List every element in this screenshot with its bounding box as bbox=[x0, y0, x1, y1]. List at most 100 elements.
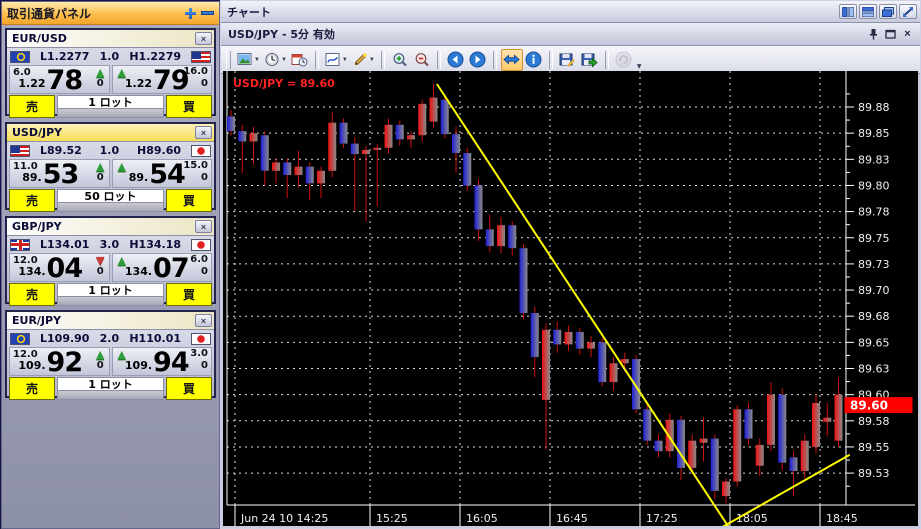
pair-tile-header[interactable]: GBP/JPY × bbox=[7, 218, 214, 236]
ask-prefix: 134. bbox=[124, 265, 153, 278]
svg-text:USD/JPY = 89.60: USD/JPY = 89.60 bbox=[233, 77, 335, 90]
sell-button[interactable]: 売 bbox=[9, 189, 55, 212]
lot-size-control[interactable]: 50 ロット bbox=[57, 189, 164, 212]
minimize-button[interactable] bbox=[201, 7, 214, 20]
svg-text:89.73: 89.73 bbox=[858, 258, 890, 271]
candlestick-chart-canvas[interactable]: 89.88 89.85 89.83 89.80 89.78 89.75 89.73 89.70… bbox=[223, 71, 918, 526]
close-tile-button[interactable]: × bbox=[195, 32, 212, 45]
close-tile-button[interactable]: × bbox=[195, 126, 212, 139]
svg-text:18:05: 18:05 bbox=[736, 512, 768, 525]
trade-panel-titlebar[interactable]: 取引通貨パネル bbox=[2, 2, 219, 25]
toolbar-grip[interactable] bbox=[226, 50, 231, 69]
sell-button[interactable]: 売 bbox=[9, 377, 55, 400]
price-chart[interactable]: 89.88 89.85 89.83 89.80 89.78 89.75 89.73 89.70… bbox=[223, 71, 918, 526]
load-chart-button[interactable] bbox=[579, 49, 601, 71]
buy-button[interactable]: 買 bbox=[166, 95, 212, 118]
chart-image-button[interactable]: ▼ bbox=[235, 49, 262, 71]
save-chart-button[interactable] bbox=[557, 49, 579, 71]
order-row: 売 1 ロット 買 bbox=[7, 94, 214, 120]
right-flag-icon bbox=[191, 332, 211, 345]
close-icon[interactable]: × bbox=[899, 27, 916, 42]
bid-change: 12.0 bbox=[13, 349, 38, 360]
bid-direction-arrow-icon: ▲ bbox=[96, 160, 105, 173]
ask-price-cell[interactable]: ▲ 109. 94 3.0 0 bbox=[111, 347, 212, 376]
info-button[interactable] bbox=[523, 49, 545, 71]
toolbar-overflow-button[interactable]: ▼ bbox=[636, 63, 642, 70]
close-tile-button[interactable]: × bbox=[195, 314, 212, 327]
ask-price-cell[interactable]: ▲ 1.22 79 16.0 0 bbox=[111, 65, 212, 96]
trade-panel-window: 取引通貨パネル EUR/USD × L1.2277 1.0 H1.2279 bbox=[1, 1, 220, 529]
pair-tile-header[interactable]: EUR/USD × bbox=[7, 30, 214, 48]
back-button[interactable] bbox=[445, 49, 467, 71]
order-row: 売 50 ロット 買 bbox=[7, 188, 214, 214]
timeframe-clock-button[interactable]: ▼ bbox=[262, 49, 289, 71]
svg-text:18:45: 18:45 bbox=[826, 512, 858, 525]
svg-text:89.83: 89.83 bbox=[858, 153, 890, 166]
bid-big-digits: 78 bbox=[46, 65, 84, 96]
chart-doc-titlebar[interactable]: USD/JPY - 5分 有効 × bbox=[221, 23, 920, 46]
ask-prefix: 1.22 bbox=[124, 77, 153, 90]
chart-window-titlebar[interactable]: チャート bbox=[221, 1, 920, 23]
lot-grip bbox=[58, 296, 163, 305]
bid-direction-arrow-icon: ▼ bbox=[96, 254, 105, 267]
ask-sub: 0 bbox=[201, 78, 208, 89]
buy-button[interactable]: 買 bbox=[166, 283, 212, 306]
tile-vertical-icon[interactable] bbox=[859, 4, 877, 19]
lot-size-control[interactable]: 1 ロット bbox=[57, 283, 164, 306]
lot-size-control[interactable]: 1 ロット bbox=[57, 377, 164, 400]
auto-scroll-toggle[interactable] bbox=[500, 48, 523, 71]
bid-price-cell[interactable]: 11.0 89. 53 ▲ 0 bbox=[9, 159, 110, 188]
sell-button[interactable]: 売 bbox=[9, 283, 55, 306]
ask-change: 6.0 bbox=[190, 254, 208, 265]
lot-size-control[interactable]: 1 ロット bbox=[57, 95, 164, 118]
tile-grid-icon[interactable] bbox=[839, 4, 857, 19]
close-icon: × bbox=[200, 127, 207, 138]
session-clock-button[interactable] bbox=[289, 49, 311, 71]
bid-price-cell[interactable]: 12.0 109. 92 ▲ 0 bbox=[9, 347, 110, 376]
chart-type-button[interactable]: ▼ bbox=[323, 49, 350, 71]
draw-tools-button[interactable]: ▼ bbox=[350, 49, 377, 71]
ask-direction-arrow-icon: ▲ bbox=[117, 348, 126, 361]
zoom-in-button[interactable] bbox=[389, 49, 411, 71]
close-tile-button[interactable]: × bbox=[195, 220, 212, 233]
maximize-icon[interactable] bbox=[882, 27, 899, 42]
expand-diagonal-icon[interactable] bbox=[899, 4, 917, 19]
svg-text:89.53: 89.53 bbox=[858, 467, 890, 480]
zoom-out-button[interactable] bbox=[411, 49, 433, 71]
ask-change: 15.0 bbox=[183, 160, 208, 171]
svg-text:89.80: 89.80 bbox=[858, 179, 890, 192]
pair-tile-header[interactable]: EUR/JPY × bbox=[7, 312, 214, 330]
dropdown-arrow-icon: ▼ bbox=[254, 56, 260, 63]
lot-grip bbox=[58, 108, 163, 117]
pair-tile-header[interactable]: USD/JPY × bbox=[7, 124, 214, 142]
ask-price-cell[interactable]: ▲ 89. 54 15.0 0 bbox=[111, 159, 212, 190]
ask-sub: 0 bbox=[201, 360, 208, 371]
dropdown-arrow-icon: ▼ bbox=[341, 56, 348, 63]
svg-text:17:25: 17:25 bbox=[646, 512, 678, 525]
svg-text:15:25: 15:25 bbox=[376, 512, 408, 525]
ask-price-cell[interactable]: ▲ 134. 07 6.0 0 bbox=[111, 253, 212, 282]
bid-change: 11.0 bbox=[13, 161, 38, 172]
sell-button[interactable]: 売 bbox=[9, 95, 55, 118]
buy-button[interactable]: 買 bbox=[166, 377, 212, 400]
price-row: 12.0 109. 92 ▲ 0 ▲ 109. bbox=[7, 347, 214, 376]
chart-toolbar: ▼ ▼ ▼ ▼ bbox=[221, 46, 920, 74]
cascade-windows-icon[interactable] bbox=[879, 4, 897, 19]
bid-price-cell[interactable]: 12.0 134. 04 ▼ 0 bbox=[9, 253, 110, 282]
close-icon: × bbox=[200, 221, 207, 232]
toolbar-separator bbox=[380, 50, 385, 69]
ask-big-digits: 54 bbox=[149, 159, 186, 190]
ask-big-digits: 79 bbox=[153, 65, 190, 96]
pin-icon[interactable] bbox=[865, 27, 882, 42]
bid-prefix: 134. bbox=[18, 265, 46, 278]
spread-value: 3.0 bbox=[99, 238, 120, 251]
forward-button[interactable] bbox=[467, 49, 489, 71]
spread-value: 1.0 bbox=[99, 50, 120, 63]
plus-icon bbox=[185, 7, 196, 19]
dropdown-arrow-icon: ▼ bbox=[280, 56, 287, 63]
bid-price-cell[interactable]: 6.0 1.22 78 ▲ 0 bbox=[9, 65, 110, 94]
buy-button[interactable]: 買 bbox=[166, 189, 212, 212]
add-pair-button[interactable] bbox=[184, 7, 197, 20]
bid-big-digits: 53 bbox=[42, 159, 80, 190]
ask-sub: 0 bbox=[201, 266, 208, 277]
